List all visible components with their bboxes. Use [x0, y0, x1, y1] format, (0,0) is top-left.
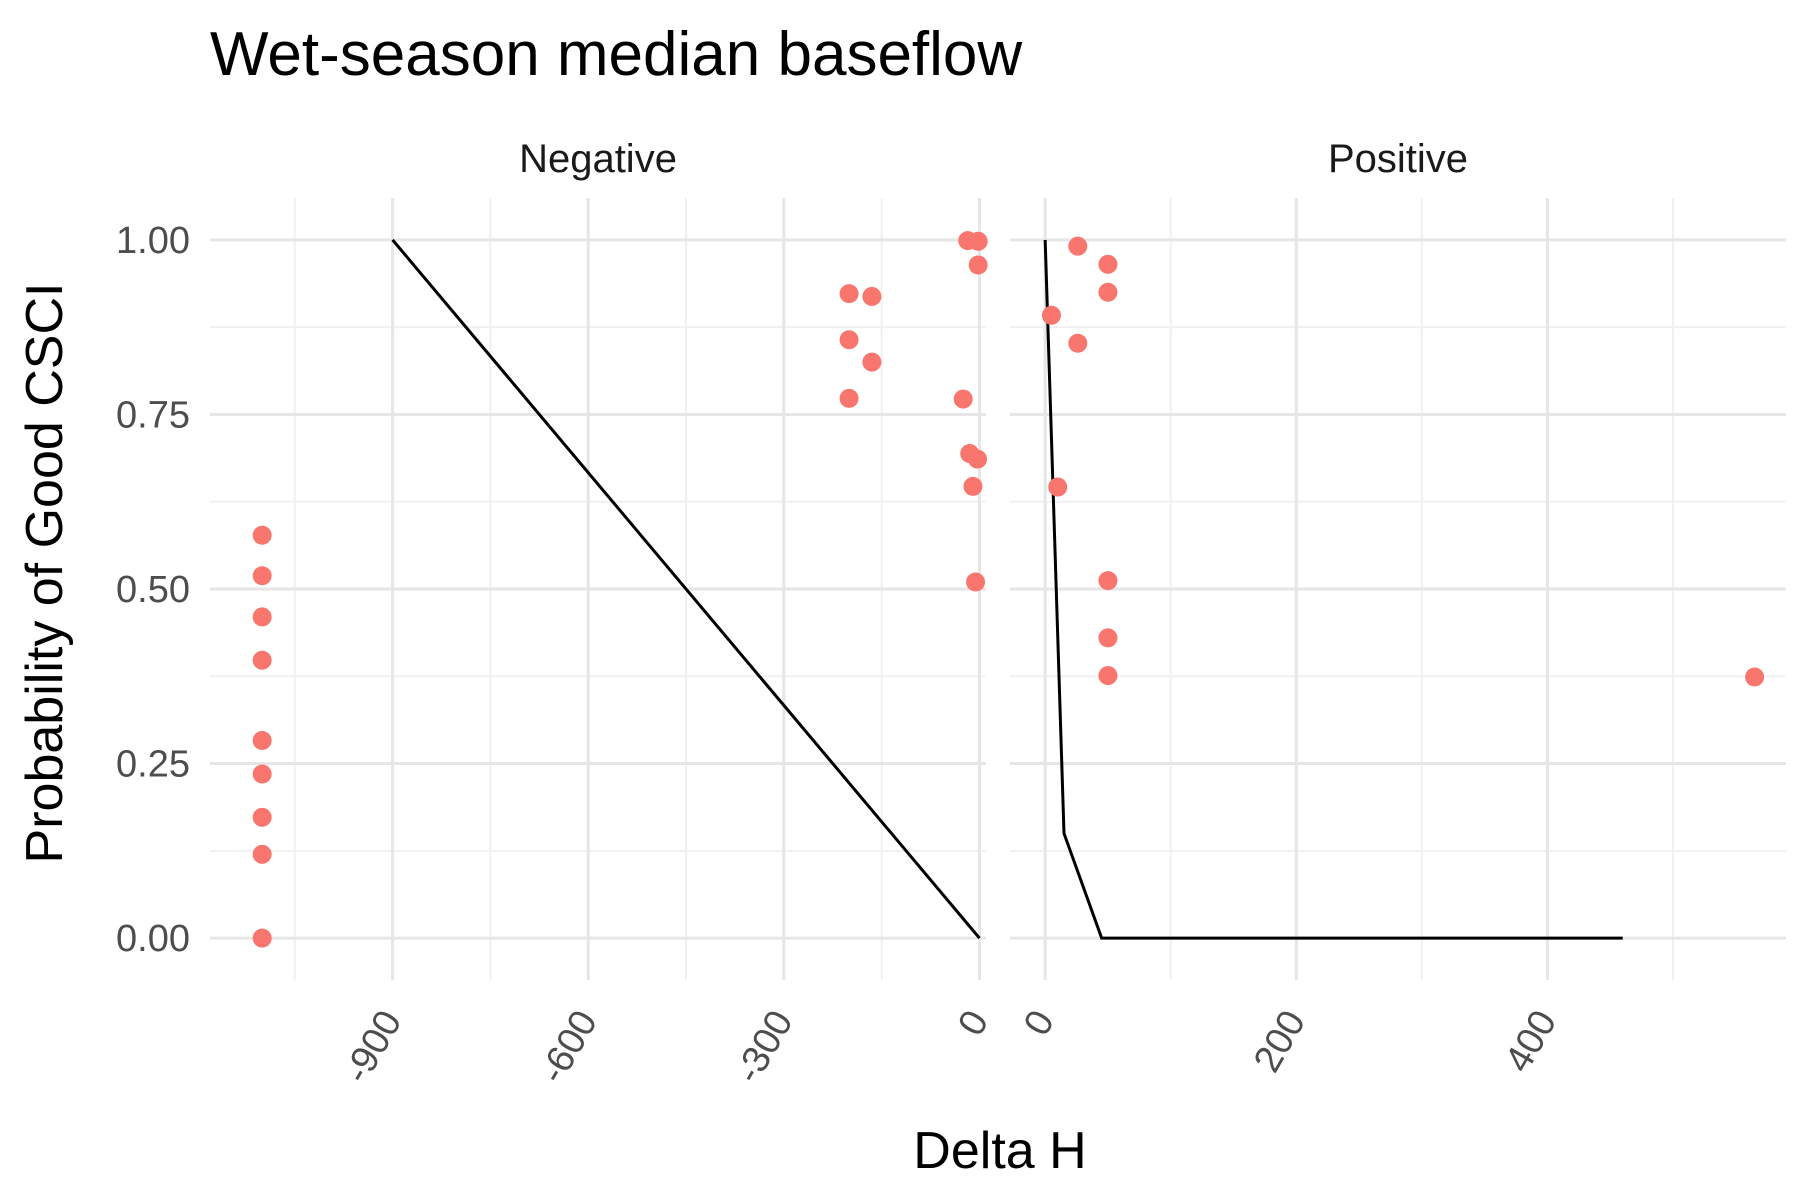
- y-tick-label: 1.00: [116, 220, 190, 262]
- y-axis-title: Probability of Good CSCI: [16, 283, 74, 864]
- data-point: [252, 844, 272, 864]
- fitted-curve-positive: [1043, 239, 1623, 940]
- data-point: [252, 764, 272, 784]
- data-point: [953, 389, 973, 409]
- y-tick-label: 0.00: [116, 918, 190, 960]
- x-tick-label: 0: [1016, 1004, 1063, 1043]
- data-point: [1098, 282, 1118, 302]
- data-point: [963, 476, 983, 496]
- data-point: [1041, 305, 1061, 325]
- data-point: [1098, 571, 1118, 591]
- data-point: [252, 807, 272, 827]
- data-point: [1745, 667, 1765, 687]
- panel-positive: Positive 0 200 400: [1010, 137, 1786, 1079]
- x-tick-label: -900: [336, 1004, 410, 1091]
- data-point: [1098, 666, 1118, 686]
- x-tick-label: 200: [1246, 1004, 1314, 1080]
- data-point: [1098, 254, 1118, 274]
- x-axis-title: Delta H: [913, 1122, 1086, 1180]
- data-point: [1048, 477, 1068, 497]
- y-tick-label: 0.50: [116, 569, 190, 611]
- data-point: [252, 731, 272, 751]
- data-point: [252, 607, 272, 627]
- data-point: [968, 449, 988, 469]
- data-point: [1098, 628, 1118, 648]
- data-point: [862, 286, 882, 306]
- data-point: [252, 650, 272, 670]
- x-tick-label: -600: [532, 1004, 606, 1091]
- fitted-curve-negative: [391, 238, 981, 940]
- data-point: [968, 255, 988, 275]
- data-point: [966, 572, 986, 592]
- data-point: [839, 330, 859, 350]
- x-tick-label: 0: [950, 1004, 997, 1043]
- y-tick-label: 0.25: [116, 744, 190, 786]
- y-tick-label: 0.75: [116, 394, 190, 436]
- facet-panels: Negative 0.00 0.25 0.50 0.75 1.00 -900 -600 -300…: [116, 137, 1786, 1090]
- facet-label-positive: Positive: [1328, 137, 1468, 181]
- data-point: [252, 566, 272, 586]
- data-point: [862, 352, 882, 372]
- data-point: [1068, 236, 1088, 256]
- data-point: [252, 928, 272, 948]
- panel-negative: Negative 0.00 0.25 0.50 0.75 1.00 -900 -600 -300…: [116, 137, 997, 1090]
- x-tick-label: 400: [1497, 1004, 1565, 1080]
- data-point: [968, 231, 988, 251]
- data-point: [839, 388, 859, 408]
- chart-title: Wet-season median baseflow: [210, 20, 1022, 89]
- facet-label-negative: Negative: [519, 137, 677, 181]
- data-point: [252, 525, 272, 545]
- data-point: [839, 284, 859, 304]
- data-point: [1068, 333, 1088, 353]
- x-tick-label: -300: [727, 1004, 801, 1091]
